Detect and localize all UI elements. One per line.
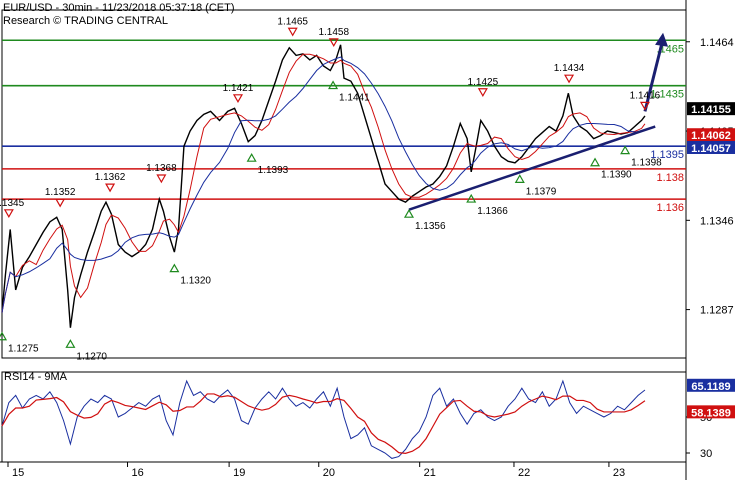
rsi-price-box xyxy=(687,405,735,419)
forecast-arrow-head xyxy=(655,32,669,47)
level-label: 1.138 xyxy=(656,172,684,184)
swing-high-label: 1.1458 xyxy=(318,27,349,38)
swing-low-label: 1.1379 xyxy=(526,186,557,197)
swing-low-marker xyxy=(0,331,8,341)
rsi-line xyxy=(1,379,646,459)
rsi-title: RSI14 - 9MA xyxy=(4,371,68,383)
swing-high-marker xyxy=(55,198,66,208)
swing-low-marker xyxy=(589,157,601,167)
moving-average-fast xyxy=(1,53,646,313)
swing-low-label: 1.1393 xyxy=(258,165,289,176)
level-label: 1.1395 xyxy=(650,149,684,161)
rsi-ma-line xyxy=(1,393,646,454)
swing-low-marker xyxy=(246,152,257,162)
swing-low-marker xyxy=(466,193,477,203)
price-box-label: 1.14062 xyxy=(691,130,731,142)
price-box xyxy=(687,140,735,154)
swing-low-label: 1.1320 xyxy=(180,276,211,287)
y-tick-label: 1.1464 xyxy=(700,37,734,49)
swing-high-label: 1.1352 xyxy=(45,187,76,198)
swing-high-marker xyxy=(105,183,116,193)
swing-high-marker xyxy=(3,209,14,219)
level-label: .1465 xyxy=(656,43,684,55)
swing-high-marker xyxy=(477,88,488,97)
x-tick-label: 15 xyxy=(12,467,24,479)
x-tick-label: 16 xyxy=(132,467,144,479)
level-label: 1.136 xyxy=(656,202,684,214)
x-tick-label: 23 xyxy=(613,467,625,479)
rsi-tick-label: 30 xyxy=(700,448,712,460)
price-box xyxy=(687,102,735,116)
swing-low-label: 1.1270 xyxy=(76,351,107,362)
moving-average-slow xyxy=(1,56,646,313)
swing-high-label: 1.1434 xyxy=(554,63,585,74)
swing-low-marker xyxy=(514,174,525,183)
swing-high-marker xyxy=(639,101,650,111)
x-tick-label: 20 xyxy=(323,467,335,479)
swing-high-label: 1.1421 xyxy=(223,83,254,94)
swing-low-label: 1.1390 xyxy=(601,170,632,181)
rsi-price-box-label: 65.1189 xyxy=(691,381,730,393)
x-tick-label: 21 xyxy=(424,467,436,479)
chart-title: EUR/USD - 30min - 11/23/2018 05:37:18 (C… xyxy=(3,2,235,14)
price-line xyxy=(1,44,646,328)
rsi-price-box xyxy=(687,378,735,392)
swing-low-marker xyxy=(328,80,339,90)
level-label: 1.1435 xyxy=(650,89,684,101)
swing-high-marker xyxy=(328,38,339,48)
x-tick-label: 19 xyxy=(233,467,245,479)
rsi-price-box-label: 58.1389 xyxy=(691,407,731,419)
swing-low-marker xyxy=(65,339,76,348)
swing-low-marker xyxy=(403,208,415,218)
swing-high-label: 1.1425 xyxy=(468,77,499,88)
forecast-arrow xyxy=(643,42,664,112)
support-trendline xyxy=(408,125,656,211)
swing-high-marker xyxy=(287,27,298,37)
swing-high-label: 1.1345 xyxy=(0,198,25,209)
swing-high-marker xyxy=(232,94,244,104)
swing-high-label: 1.1465 xyxy=(277,16,308,27)
swing-low-label: 1.1356 xyxy=(415,221,446,232)
swing-low-marker xyxy=(620,145,631,155)
y-tick-label: 1.1346 xyxy=(700,215,734,227)
swing-high-label: 1.1416 xyxy=(630,90,661,101)
swing-high-label: 1.1368 xyxy=(146,163,177,174)
swing-low-marker xyxy=(169,263,180,273)
swing-high-marker xyxy=(564,74,575,84)
swing-low-label: 1.1275 xyxy=(8,344,39,355)
swing-low-label: 1.1441 xyxy=(339,93,370,104)
y-tick-label: 1.1287 xyxy=(700,305,734,317)
swing-high-label: 1.1362 xyxy=(95,172,126,183)
price-box-label: 1.14155 xyxy=(691,104,731,116)
swing-low-label: 1.1366 xyxy=(477,206,508,217)
price-box-label: 1.14057 xyxy=(691,143,731,155)
price-box xyxy=(687,128,735,142)
chart-credit: Research © TRADING CENTRAL xyxy=(3,15,168,27)
swing-high-marker xyxy=(156,174,167,184)
x-tick-label: 22 xyxy=(518,467,530,479)
swing-low-label: 1.1398 xyxy=(631,158,662,169)
